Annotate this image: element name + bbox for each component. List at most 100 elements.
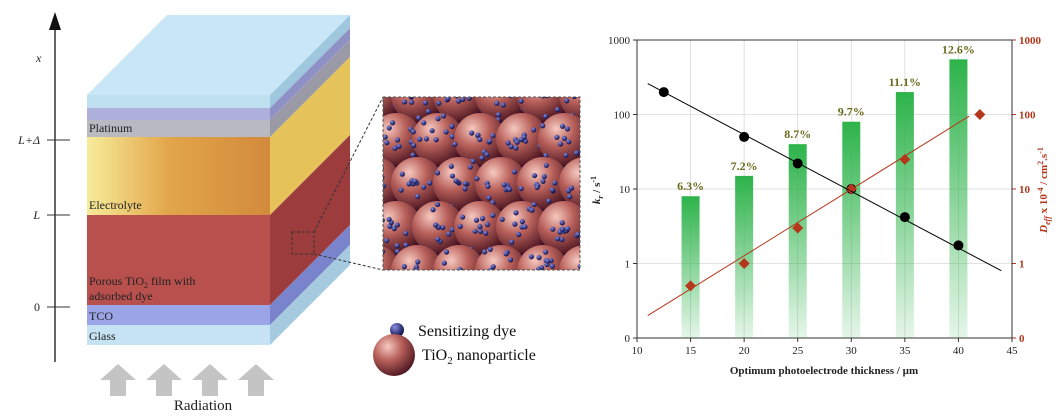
legend-label: Sensitizing dye xyxy=(418,323,516,340)
dye-molecule xyxy=(441,113,446,118)
dye-molecule xyxy=(601,151,606,156)
dye-molecule xyxy=(532,202,537,207)
dye-molecule xyxy=(542,174,547,179)
dye-molecule xyxy=(601,222,606,227)
x-axis-title: Optimum photoelectrode thickness / µm xyxy=(730,365,918,377)
layer-label: Platinum xyxy=(89,121,133,135)
dye-molecule xyxy=(388,283,393,288)
dye-molecule xyxy=(534,185,539,190)
dye-molecule xyxy=(444,249,449,254)
dye-molecule xyxy=(400,172,405,177)
layer-label: adsorbed dye xyxy=(89,289,153,303)
dye-molecule xyxy=(604,237,609,242)
dye-molecule xyxy=(507,270,512,275)
point xyxy=(953,240,963,250)
dye-molecule xyxy=(430,207,435,212)
dye-molecule xyxy=(619,133,624,138)
nanoparticle xyxy=(433,245,485,297)
dye-molecule xyxy=(475,132,480,137)
x-tick-label: 15 xyxy=(685,345,697,357)
dye-molecule xyxy=(583,100,588,105)
dye-molecule xyxy=(543,249,548,254)
dye-molecule xyxy=(429,284,434,289)
dye-molecule xyxy=(546,198,551,203)
dye-molecule xyxy=(450,173,455,178)
dye-molecule xyxy=(463,181,468,186)
dye-molecule xyxy=(608,119,613,124)
dye-molecule xyxy=(376,182,381,187)
dye-molecule xyxy=(465,90,470,95)
dye-molecule xyxy=(418,272,423,277)
dye-molecule xyxy=(575,270,580,275)
dye-molecule xyxy=(498,76,503,81)
dye-molecule xyxy=(580,244,585,249)
dye-molecule xyxy=(360,248,365,253)
dye-molecule xyxy=(611,144,616,149)
dye-molecule xyxy=(528,73,533,78)
dye-molecule xyxy=(491,75,496,80)
dye-molecule xyxy=(458,224,463,229)
dye-molecule xyxy=(589,273,594,278)
cell-diagram: x L+Δ L 0 Platinum Electrolyte Porous Ti… xyxy=(17,12,632,412)
dye-molecule xyxy=(550,264,555,269)
dye-molecule xyxy=(410,152,415,157)
y-tick-label: 1000 xyxy=(608,35,631,47)
layer-label: Glass xyxy=(89,329,116,343)
dye-molecule xyxy=(454,270,459,275)
dye-molecule xyxy=(449,77,454,82)
dye-molecule xyxy=(423,100,428,105)
dye-molecule xyxy=(545,259,550,264)
dye-molecule xyxy=(449,164,454,169)
dye-molecule xyxy=(557,280,562,285)
dye-molecule xyxy=(472,229,477,234)
dye-molecule xyxy=(371,180,376,185)
dye-molecule xyxy=(601,262,606,267)
dye-molecule xyxy=(485,184,490,189)
dye-molecule xyxy=(583,268,588,273)
dye-molecule xyxy=(591,96,596,101)
dye-molecule xyxy=(372,270,377,275)
x-tick-label: 35 xyxy=(899,345,911,357)
dye-molecule xyxy=(590,131,595,136)
dye-molecule xyxy=(513,145,518,150)
dye-molecule xyxy=(514,279,519,284)
dye-molecule xyxy=(477,137,482,142)
dye-molecule xyxy=(587,268,592,273)
dye-molecule xyxy=(358,201,363,206)
dye-molecule xyxy=(610,244,615,249)
dye-molecule xyxy=(442,260,447,265)
dye-molecule xyxy=(411,86,416,91)
y2-tick-label: 10 xyxy=(1019,184,1031,196)
dye-molecule xyxy=(435,116,440,121)
dye-molecule xyxy=(384,238,389,243)
dye-molecule xyxy=(482,249,487,254)
dye-molecule xyxy=(365,174,370,179)
axis-arrow xyxy=(49,12,61,30)
dye-molecule xyxy=(509,240,514,245)
dye-molecule xyxy=(520,219,525,224)
dye-molecule xyxy=(381,183,386,188)
dye-molecule xyxy=(506,140,511,145)
dye-molecule xyxy=(619,214,624,219)
dye-molecule xyxy=(599,144,604,149)
dye-molecule xyxy=(501,102,506,107)
dye-molecule xyxy=(530,86,535,91)
dye-molecule xyxy=(366,92,371,97)
dye-molecule xyxy=(496,112,501,117)
dye-molecule xyxy=(488,247,493,252)
dye-molecule xyxy=(386,278,391,283)
dye-molecule xyxy=(583,178,588,183)
point xyxy=(900,212,910,222)
dye-molecule xyxy=(558,141,563,146)
dye-molecule xyxy=(430,128,435,133)
dye-molecule xyxy=(459,273,464,278)
dye-molecule xyxy=(593,232,598,237)
dye-molecule xyxy=(542,89,547,94)
bar xyxy=(735,176,753,338)
radiation-label: Radiation xyxy=(174,398,233,412)
dye-molecule xyxy=(415,194,420,199)
dye-molecule xyxy=(512,222,517,227)
dye-molecule xyxy=(457,272,462,277)
layer-front xyxy=(87,108,270,120)
bar xyxy=(842,122,860,338)
